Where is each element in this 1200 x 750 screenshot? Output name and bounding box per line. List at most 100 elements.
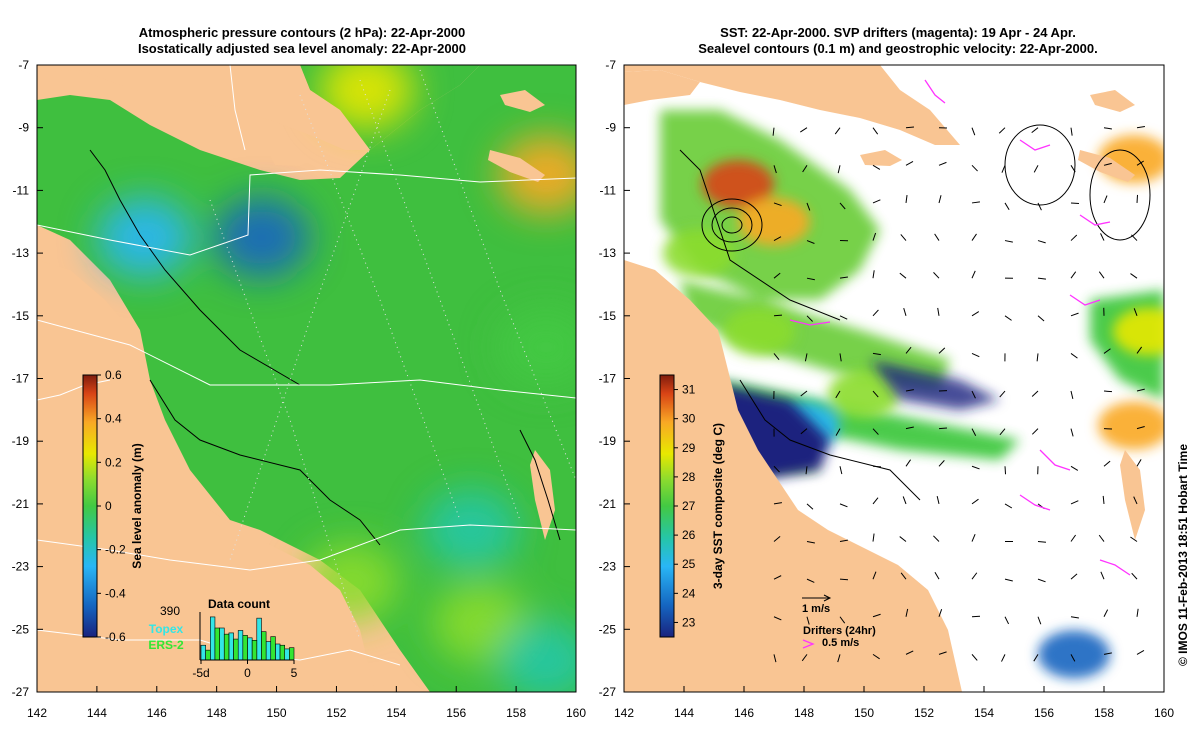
velocity-arrow xyxy=(934,571,940,580)
sla-anomaly xyxy=(423,488,520,569)
velocity-arrow xyxy=(1100,571,1105,580)
sst-patch xyxy=(723,307,795,356)
velocity-arrow xyxy=(773,502,782,505)
sla-xtick-label: 144 xyxy=(87,706,107,720)
sla-cb-tick-label: 0.2 xyxy=(105,455,122,469)
velocity-arrow xyxy=(1070,353,1078,359)
drifter-legend: Drifters (24hr) 0.5 m/s xyxy=(802,625,876,649)
velocity-arrow xyxy=(1133,308,1138,316)
sla-xtick-label: 148 xyxy=(207,706,227,720)
sst-xtick-label: 158 xyxy=(1094,706,1114,720)
sst-xtick-label: 142 xyxy=(614,706,634,720)
velocity-arrow xyxy=(1131,572,1138,580)
velocity-arrow xyxy=(1070,534,1077,542)
velocity-arrow xyxy=(1103,609,1109,617)
velocity-arrow xyxy=(905,650,914,655)
velocity-arrow xyxy=(872,497,879,505)
sla-xtick-label: 150 xyxy=(267,706,287,720)
velocity-arrow xyxy=(872,613,881,618)
velocity-arrow xyxy=(839,276,848,279)
sla-cb-tick-label: 0.4 xyxy=(105,412,122,426)
velocity-arrow xyxy=(1037,578,1046,583)
velocity-arrow xyxy=(971,428,977,436)
velocity-arrow xyxy=(971,233,977,241)
inset-bar-ers2 xyxy=(233,638,239,661)
velocity-arrow xyxy=(1070,573,1078,580)
velocity-arrow xyxy=(905,426,914,430)
inset-bar-ers2 xyxy=(270,636,276,661)
velocity-arrow xyxy=(1004,616,1010,625)
velocity-arrow xyxy=(1131,234,1138,241)
sla-ytick-label: -11 xyxy=(13,183,30,197)
velocity-arrow xyxy=(1070,202,1080,205)
inset-bar-ers2 xyxy=(251,640,258,661)
inset-ticks: -5d 0 5 xyxy=(192,660,298,680)
sla-anomaly xyxy=(498,620,576,692)
copyright-notice: © IMOS 11-Feb-2013 18:51 Hobart Time xyxy=(1176,444,1190,666)
sla-panel: Atmospheric pressure contours (2 hPa): 2… xyxy=(12,25,587,720)
velocity-arrow xyxy=(839,466,843,475)
velocity-arrow xyxy=(773,314,783,317)
sla-ytick-label: -23 xyxy=(12,560,30,574)
sst-xtick-label: 150 xyxy=(854,706,874,720)
velocity-arrow xyxy=(872,390,879,398)
velocity-arrow xyxy=(971,164,978,172)
sst-cb-tick-label: 29 xyxy=(682,441,696,455)
velocity-arrow xyxy=(773,202,782,207)
velocity-arrow xyxy=(1136,425,1145,430)
velocity-arrow xyxy=(1136,160,1144,166)
sla-xtick-label: 146 xyxy=(147,706,167,720)
sla-cb-tick-label: 0.6 xyxy=(105,368,122,382)
velocity-arrow xyxy=(1070,616,1079,619)
sla-island-3 xyxy=(270,150,312,166)
velocity-arrow xyxy=(971,654,978,661)
velocity-arrow xyxy=(971,572,978,580)
velocity-arrow xyxy=(1136,388,1145,392)
sla-track-lines xyxy=(209,69,576,641)
sst-island-2 xyxy=(1090,90,1135,112)
velocity-arrow xyxy=(1004,503,1013,509)
velocity-arrow xyxy=(1103,348,1111,354)
velocity-arrow xyxy=(839,202,846,210)
velocity-arrow xyxy=(905,161,914,166)
velocity-arrow xyxy=(933,272,940,279)
sst-title-line2: Sealevel contours (0.1 m) and geostrophi… xyxy=(698,41,1098,56)
inset-xtick-label: 0 xyxy=(244,666,251,680)
inset-bar-topex xyxy=(247,637,253,661)
velocity-arrow xyxy=(839,315,848,320)
velocity-scale-arrowhead xyxy=(823,594,832,602)
velocity-arrow xyxy=(934,233,940,241)
velocity-arrow xyxy=(1070,465,1079,471)
velocity-arrow xyxy=(800,428,808,435)
velocity-scale-legend: 1 m/s xyxy=(802,594,832,615)
sst-ytick-label: -23 xyxy=(599,560,617,574)
velocity-arrow xyxy=(800,127,808,133)
velocity-arrow xyxy=(773,654,777,663)
velocity-arrow xyxy=(872,270,875,279)
velocity-arrow xyxy=(801,654,808,662)
sla-ytick-label: -17 xyxy=(12,372,30,386)
sla-ytick-label: -21 xyxy=(12,497,30,511)
velocity-arrow xyxy=(773,272,781,279)
sla-anomaly xyxy=(498,307,576,388)
velocity-arrow xyxy=(1130,273,1138,279)
velocity-arrow xyxy=(1070,127,1073,136)
velocity-arrow xyxy=(1004,466,1007,475)
velocity-arrow xyxy=(971,498,979,505)
sla-xtick-label: 158 xyxy=(506,706,526,720)
sst-west-land xyxy=(624,70,700,105)
velocity-arrow xyxy=(1070,165,1076,173)
sst-island-1 xyxy=(1078,150,1135,182)
sla-xtick-label: 142 xyxy=(27,706,47,720)
sla-title-line1: Atmospheric pressure contours (2 hPa): 2… xyxy=(139,25,466,40)
sst-xtick-label: 144 xyxy=(674,706,694,720)
sla-xtick-label: 154 xyxy=(386,706,406,720)
velocity-arrow xyxy=(1103,652,1112,655)
velocity-arrow xyxy=(872,309,879,317)
sst-map xyxy=(624,65,1164,692)
sst-patch xyxy=(1038,630,1110,679)
velocity-arrow xyxy=(806,315,813,322)
velocity-arrow xyxy=(872,428,879,435)
sst-patch xyxy=(1098,401,1164,450)
